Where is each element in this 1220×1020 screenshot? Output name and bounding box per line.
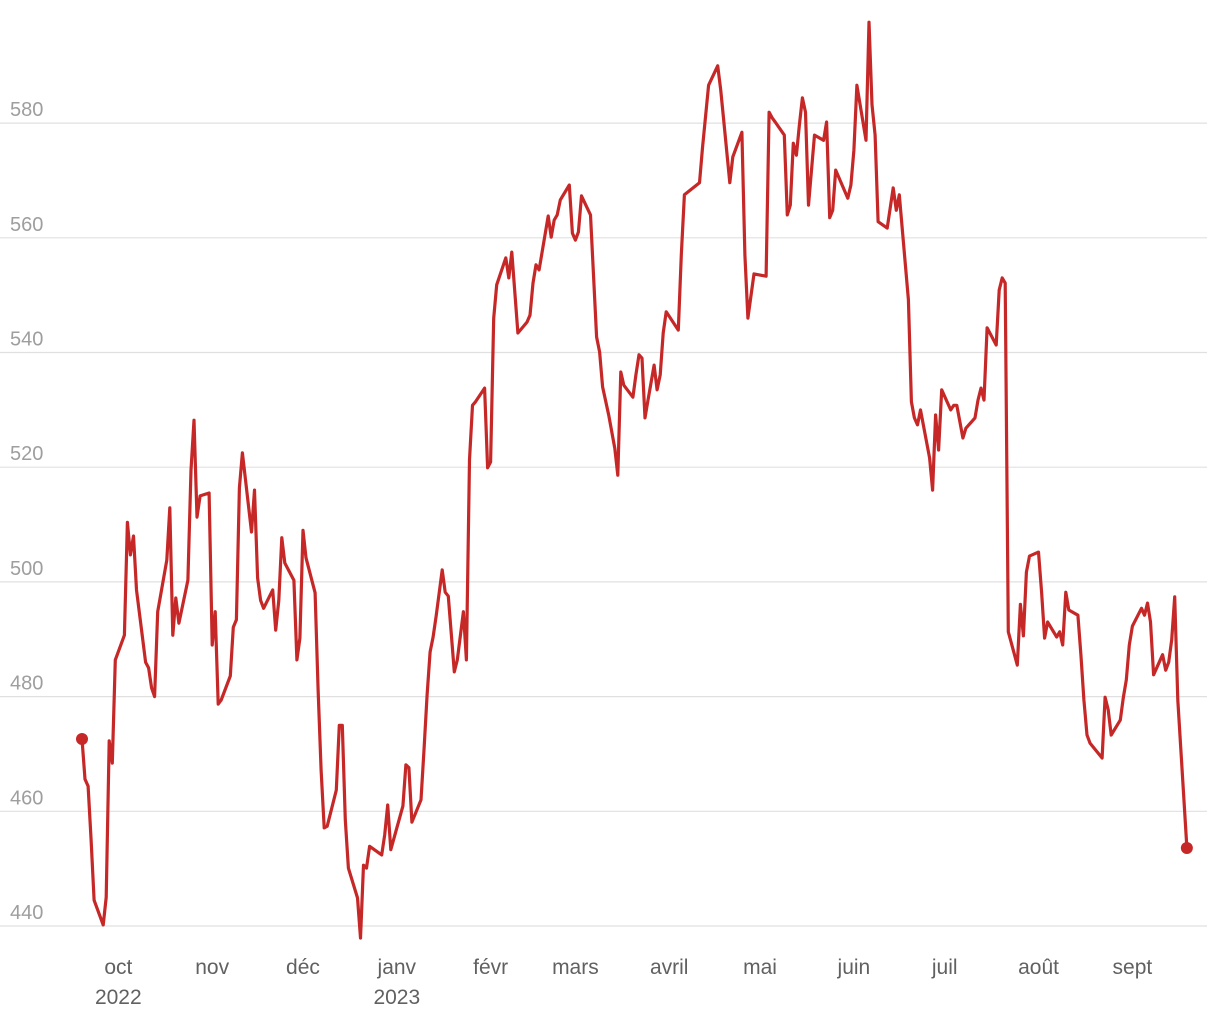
y-tick-label: 440 — [10, 902, 43, 924]
x-tick-label: déc — [286, 956, 320, 979]
x-tick-label: sept — [1113, 956, 1153, 979]
y-tick-label: 540 — [10, 329, 43, 351]
series-line — [80, 20, 1189, 940]
y-tick-label: 460 — [10, 787, 43, 809]
x-tick-label: juin — [837, 956, 871, 979]
x-tick-year-label: 2023 — [373, 986, 420, 1009]
y-tick-label: 500 — [10, 558, 43, 580]
x-tick-label: août — [1018, 956, 1059, 979]
x-tick-label: nov — [195, 956, 229, 979]
x-tick-label: mai — [743, 956, 777, 979]
y-tick-label: 560 — [10, 214, 43, 236]
y-tick-label: 580 — [10, 99, 43, 121]
x-tick-label: oct — [104, 956, 132, 979]
start-point-marker — [76, 733, 88, 746]
y-tick-label: 520 — [10, 443, 43, 465]
y-tick-label: 480 — [10, 673, 43, 695]
x-tick-label: févr — [473, 956, 508, 979]
x-tick-label: janv — [377, 956, 417, 979]
y-axis: 440 460 480 500 520 540 560 580 — [10, 99, 43, 924]
x-tick-year-label: 2022 — [95, 986, 142, 1009]
x-axis: oct 2022 nov déc janv 2023 févr mars avril mai jui… — [95, 956, 1152, 1009]
x-tick-label: juil — [931, 956, 958, 979]
gridlines — [0, 122, 1207, 927]
end-point-marker — [1180, 842, 1193, 855]
x-tick-label: mars — [552, 956, 599, 979]
x-tick-label: avril — [650, 956, 689, 979]
